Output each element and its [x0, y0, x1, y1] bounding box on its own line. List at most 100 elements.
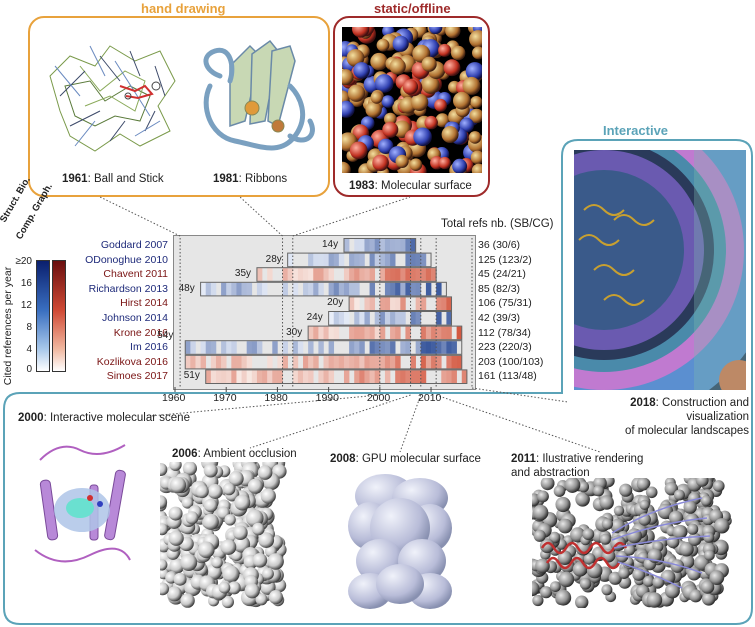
atom-sphere — [468, 131, 482, 144]
reference-total: 42 (39/3) — [478, 312, 521, 324]
atom-sphere — [247, 478, 263, 494]
atom-sphere — [664, 583, 680, 599]
atom-sphere — [532, 504, 549, 521]
atom-sphere — [636, 478, 650, 491]
reference-total: 112 (78/34) — [478, 326, 531, 339]
atom-sphere — [402, 79, 419, 95]
atom-sphere — [382, 121, 399, 138]
atom-sphere — [233, 535, 251, 553]
reference-name: ODonoghue 2010 — [85, 253, 168, 266]
atom-sphere — [342, 69, 354, 86]
reference-name: Krone 2016 — [113, 326, 168, 339]
reference-total: 203 (100/103) — [478, 355, 544, 368]
reference-name: Goddard 2007 — [100, 239, 168, 251]
atom-sphere — [601, 518, 613, 530]
chart-area — [173, 235, 476, 390]
atom-sphere — [257, 465, 273, 480]
atom-sphere — [564, 478, 581, 493]
atom-sphere — [613, 505, 625, 516]
reference-name: Kozlikova 2016 — [96, 355, 168, 368]
illustrative-rendering-image — [532, 478, 732, 608]
atom-sphere — [160, 495, 168, 509]
atom-sphere — [632, 568, 646, 581]
atom-sphere — [204, 498, 218, 513]
atom-sphere — [714, 518, 730, 534]
caption-1983: 1983: Molecular surface — [349, 180, 472, 192]
atom-sphere — [207, 484, 223, 499]
atom-sphere — [599, 495, 614, 510]
chart-title: Total refs nb. (SB/CG) — [441, 218, 554, 230]
atom-sphere — [353, 62, 370, 79]
atom-sphere — [532, 594, 544, 607]
atom-sphere — [532, 581, 540, 597]
atom-sphere — [472, 46, 482, 60]
atom-sphere — [342, 161, 351, 173]
caption-2006: 2006: Ambient occlusion — [172, 448, 297, 460]
atom-sphere — [221, 595, 234, 609]
reference-name: Hirst 2014 — [120, 297, 168, 310]
x-tick-label: 1970 — [213, 392, 237, 404]
molecular-surface-image — [342, 27, 482, 173]
atom-sphere — [687, 523, 699, 535]
reference-total: 223 (220/3) — [478, 341, 532, 354]
atom-sphere — [462, 76, 481, 95]
x-tick-label: 2010 — [418, 392, 442, 404]
atom-sphere — [234, 494, 251, 511]
atom-sphere — [558, 571, 575, 588]
atom-sphere — [182, 462, 197, 476]
atom-sphere — [421, 75, 440, 94]
atom-sphere — [211, 556, 223, 569]
atom-sphere — [389, 58, 406, 75]
reference-total: 161 (113/48) — [478, 370, 537, 383]
atom-sphere — [267, 553, 284, 570]
atom-sphere — [643, 575, 655, 587]
legend-tick: 0 — [26, 364, 32, 375]
atom-sphere — [255, 593, 268, 606]
x-tick-label: 2000 — [366, 392, 391, 404]
atom-sphere — [222, 482, 236, 496]
atom-sphere — [533, 529, 546, 542]
atom-sphere — [374, 74, 394, 93]
atom-sphere — [160, 559, 168, 571]
atom-sphere — [469, 108, 482, 124]
reference-total: 125 (123/2) — [478, 253, 532, 266]
atom-sphere — [638, 513, 651, 526]
hand-drawing-panel — [28, 16, 330, 197]
atom-sphere — [646, 592, 663, 608]
atom-sphere — [218, 581, 231, 594]
atom-sphere — [410, 93, 429, 112]
gpu-surface-image — [340, 466, 460, 614]
atom-sphere — [233, 525, 248, 540]
atom-sphere — [673, 489, 685, 501]
atom-sphere — [601, 584, 613, 596]
atom-sphere — [610, 518, 625, 534]
atom-sphere — [701, 592, 716, 606]
x-tick-label: 1980 — [264, 392, 288, 404]
ambient-occlusion-image — [160, 462, 290, 610]
span-label: 35y — [234, 268, 252, 280]
atom-sphere — [262, 567, 274, 580]
atom-sphere — [465, 62, 482, 81]
atom-sphere — [370, 52, 388, 71]
atom-sphere — [244, 583, 260, 599]
atom-sphere — [445, 27, 461, 39]
atom-sphere — [376, 38, 390, 52]
atom-sphere — [166, 586, 182, 602]
atom-sphere — [555, 589, 572, 606]
atom-sphere — [451, 45, 466, 61]
span-label: 48y — [178, 282, 195, 294]
caption-1961: 1961: Ball and Stick — [62, 173, 164, 185]
ribbons-image — [190, 26, 325, 166]
atom-sphere — [670, 559, 685, 573]
atom-sphere — [384, 112, 397, 126]
reference-total: 106 (75/31) — [478, 297, 532, 310]
atom-sphere — [409, 158, 423, 171]
atom-sphere — [395, 154, 409, 168]
atom-sphere — [222, 565, 240, 583]
atom-sphere — [700, 495, 712, 507]
atom-sphere — [381, 95, 395, 108]
atom-sphere — [660, 569, 676, 585]
atom-sphere — [434, 98, 447, 112]
span-label: 28y — [265, 253, 282, 265]
caption-2000: 2000: Interactive molecular scene — [18, 412, 190, 424]
